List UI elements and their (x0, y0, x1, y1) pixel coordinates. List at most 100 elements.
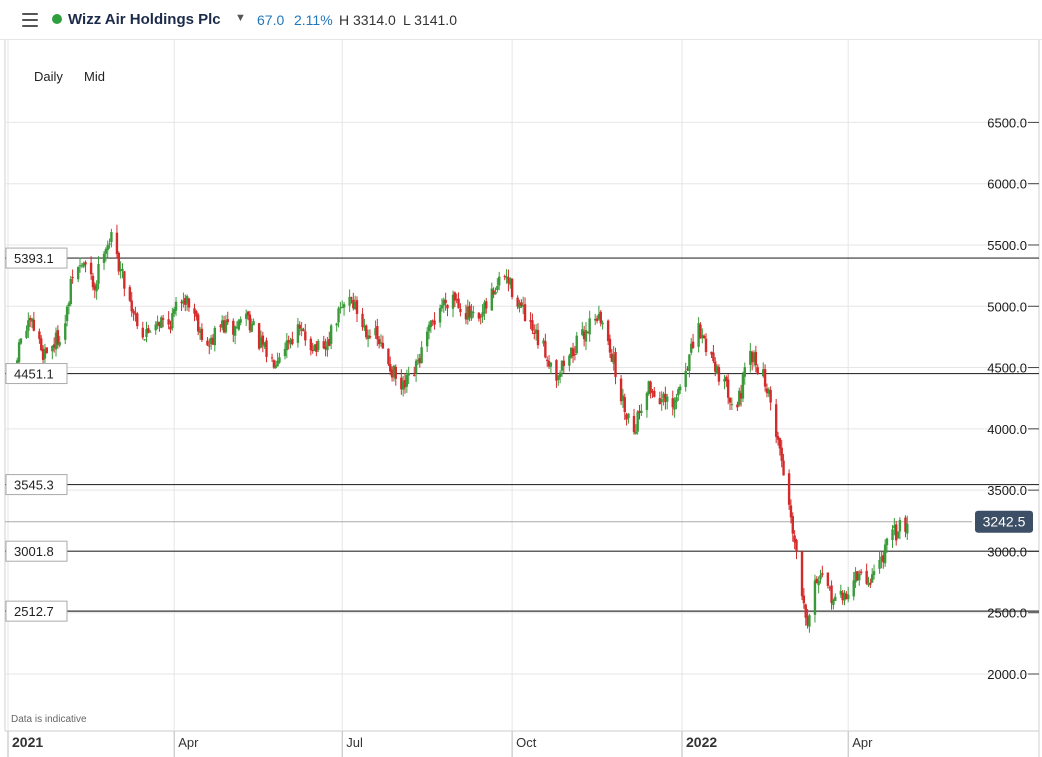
candle-body (762, 369, 765, 377)
candle-body (174, 301, 178, 311)
price-level-label-box[interactable] (5, 363, 68, 385)
candle-body (571, 348, 575, 357)
y-tick-label: 3500.0 (987, 483, 1027, 498)
candle-body (414, 360, 418, 374)
candle-body (870, 574, 874, 583)
candle-body (800, 551, 804, 597)
candle-body (453, 292, 457, 301)
candle-body (895, 524, 898, 541)
candle-body (285, 340, 289, 351)
candle-body (27, 320, 30, 331)
candle-body (438, 308, 442, 323)
candle-body (329, 325, 333, 344)
candle-body (401, 381, 405, 390)
candle-body (819, 575, 822, 580)
candle-body (433, 320, 436, 325)
candle-body (738, 390, 741, 406)
candle-body (442, 299, 445, 306)
chevron-down-icon[interactable]: ▼ (235, 12, 246, 24)
price-chart[interactable]: 2000.0 2500.0 3000.0 3500.0 4000.0 4500.0 5000… (0, 40, 1042, 757)
candle-body (625, 414, 628, 420)
candle-body (167, 319, 170, 325)
candle-body (549, 362, 553, 367)
candle-body (885, 538, 889, 546)
candle-body (859, 571, 863, 574)
candle-body (664, 393, 667, 403)
candle-body (632, 415, 636, 433)
candle-body (56, 330, 60, 345)
candle-body (80, 265, 84, 267)
y-tick-label: 2500.0 (987, 606, 1027, 621)
candle-body (58, 342, 61, 346)
candle-body (802, 595, 806, 604)
candle-body (283, 348, 287, 357)
candle-body (352, 299, 355, 309)
candle-body (725, 376, 728, 382)
candle-body (586, 331, 590, 333)
candle-body (702, 335, 706, 339)
candle-body (619, 378, 623, 402)
candle-body (749, 350, 752, 365)
candle-body (117, 252, 120, 272)
candle-body (839, 590, 843, 595)
candle-body (317, 340, 320, 350)
candle-body (40, 338, 43, 351)
candle-body (808, 615, 811, 627)
candle-body (315, 344, 318, 352)
candle-body (581, 329, 584, 335)
candle-body (529, 320, 532, 322)
candle-body (233, 326, 237, 336)
price-level-label: 5393.1 (14, 251, 54, 266)
candle-body (115, 232, 119, 255)
day-low: L 3141.0 (403, 12, 457, 28)
price-level-label-box[interactable] (5, 540, 68, 562)
candle-body (348, 296, 351, 306)
candle-body (353, 302, 357, 310)
candle-body (627, 413, 630, 419)
candle-body (145, 329, 148, 338)
candle-body (446, 304, 449, 309)
candle-body (557, 375, 560, 380)
candle-body (425, 331, 429, 347)
candle-body (78, 265, 82, 267)
candle-body (95, 283, 98, 292)
candle-body (390, 369, 394, 378)
candle-body (19, 338, 23, 344)
candle-body (516, 297, 519, 307)
candle-body (634, 431, 638, 434)
candle-body (546, 359, 549, 361)
candle-body (25, 330, 28, 338)
candle-body (490, 288, 494, 311)
candle-body (854, 571, 857, 583)
candle-body (472, 312, 475, 314)
price-chart-area: 2000.0 2500.0 3000.0 3500.0 4000.0 4500.0 5000… (0, 40, 1042, 757)
candle-body (376, 326, 379, 340)
price-type-selector[interactable]: Mid (84, 69, 105, 84)
candle-body (132, 310, 135, 314)
candle-body (459, 308, 462, 313)
candle-body (102, 253, 106, 264)
candle-body (335, 323, 338, 326)
instrument-name[interactable]: Wizz Air Holdings Plc (68, 11, 221, 28)
interval-selector[interactable]: Daily (34, 69, 63, 84)
candle-body (64, 323, 67, 340)
candle-body (451, 294, 455, 309)
candle-body (483, 302, 486, 314)
price-level-label-box[interactable] (5, 600, 68, 622)
candle-body (710, 351, 713, 355)
data-indicative-note: Data is indicative (11, 714, 87, 725)
candle-body (366, 335, 370, 340)
candle-body (612, 354, 615, 364)
candle-body (765, 388, 769, 394)
menu-icon[interactable] (22, 13, 38, 27)
candle-body (470, 310, 473, 319)
y-tick-label: 4500.0 (987, 361, 1027, 376)
candle-body (736, 404, 739, 408)
candle-body (678, 386, 682, 391)
candle-body (621, 395, 625, 401)
price-level-label-box[interactable] (5, 247, 68, 269)
candle-body (250, 323, 253, 332)
candle-body (400, 377, 403, 390)
candle-body (815, 578, 818, 584)
price-level-label-box[interactable] (5, 474, 68, 496)
